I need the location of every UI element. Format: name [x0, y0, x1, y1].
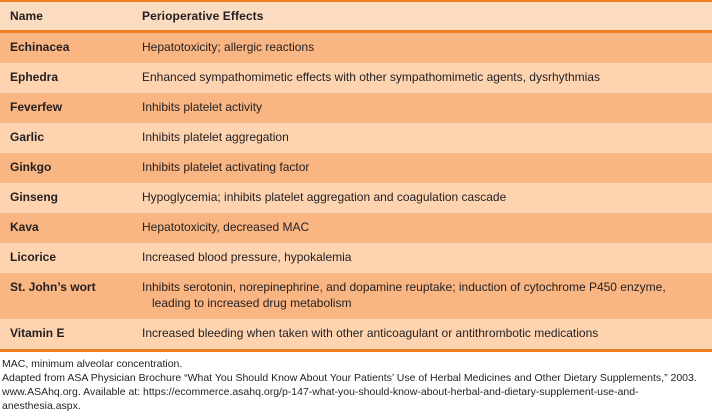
column-header-effect: Perioperative Effects [134, 1, 712, 34]
perioperative-effects-table: Name Perioperative Effects Echinacea Hep… [0, 0, 712, 352]
cell-name: Vitamin E [0, 318, 134, 351]
footnote-source: Adapted from ASA Physician Brochure “Wha… [2, 372, 697, 413]
table-row: Echinacea Hepatotoxicity; allergic react… [0, 31, 712, 64]
cell-effect: Hepatotoxicity; allergic reactions [134, 31, 712, 64]
cell-effect: Enhanced sympathomimetic effects with ot… [134, 63, 712, 94]
cell-name: Licorice [0, 243, 134, 274]
cell-effect: Hepatotoxicity, decreased MAC [134, 213, 712, 244]
cell-effect: Increased blood pressure, hypokalemia [134, 243, 712, 274]
cell-effect: Inhibits serotonin, norepinephrine, and … [134, 273, 712, 319]
cell-name: Echinacea [0, 31, 134, 64]
cell-effect: Inhibits platelet activating factor [134, 153, 712, 184]
cell-name: Garlic [0, 123, 134, 154]
cell-effect: Hypoglycemia; inhibits platelet aggregat… [134, 183, 712, 214]
table-body: Echinacea Hepatotoxicity; allergic react… [0, 31, 712, 351]
cell-effect: Inhibits platelet aggregation [134, 123, 712, 154]
footnote-abbreviation: MAC, minimum alveolar concentration. [2, 357, 183, 370]
table-header-row: Name Perioperative Effects [0, 1, 712, 34]
cell-name: Ephedra [0, 63, 134, 94]
table-header: Name Perioperative Effects [0, 1, 712, 34]
cell-name: St. John’s wort [0, 273, 134, 319]
cell-name: Feverfew [0, 93, 134, 124]
table-row: St. John’s wort Inhibits serotonin, nore… [0, 273, 712, 319]
table-row: Kava Hepatotoxicity, decreased MAC [0, 213, 712, 244]
table-footnotes: MAC, minimum alveolar concentration. Ada… [0, 352, 712, 414]
table-row: Vitamin E Increased bleeding when taken … [0, 318, 712, 351]
table-row: Garlic Inhibits platelet aggregation [0, 123, 712, 154]
cell-name: Ginkgo [0, 153, 134, 184]
cell-effect: Increased bleeding when taken with other… [134, 318, 712, 351]
table-row: Ginkgo Inhibits platelet activating fact… [0, 153, 712, 184]
cell-name: Kava [0, 213, 134, 244]
cell-effect: Inhibits platelet activity [134, 93, 712, 124]
table-row: Licorice Increased blood pressure, hypok… [0, 243, 712, 274]
cell-name: Ginseng [0, 183, 134, 214]
column-header-name: Name [0, 1, 134, 34]
table-row: Ephedra Enhanced sympathomimetic effects… [0, 63, 712, 94]
table-row: Feverfew Inhibits platelet activity [0, 93, 712, 124]
table-row: Ginseng Hypoglycemia; inhibits platelet … [0, 183, 712, 214]
